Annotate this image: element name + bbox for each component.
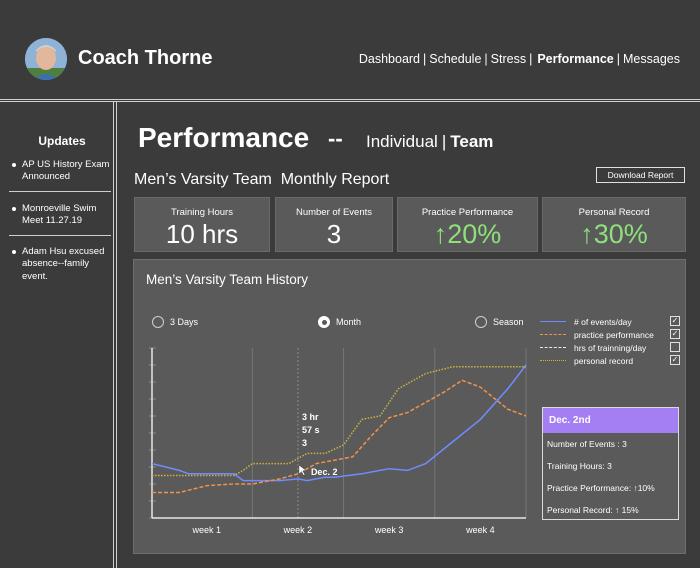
stat-card-events: Number of Events 3	[275, 197, 393, 252]
title-dash: --	[328, 126, 343, 151]
x-tick-label: week 4	[465, 525, 495, 535]
series-practice-line	[152, 379, 527, 494]
update-item[interactable]: Monroeville Swim Meet 11.27.19	[9, 203, 111, 228]
range-label: Month	[336, 317, 362, 327]
annotation-hours: 3 hr	[302, 412, 319, 422]
nav-separator: |	[529, 52, 533, 66]
main-nav: Dashboard | Schedule | Stress | Performa…	[359, 52, 680, 66]
page-title: Performance	[138, 122, 310, 153]
update-item[interactable]: Adam Hsu excused absence--family event.	[9, 246, 111, 283]
radio-selected-icon	[318, 316, 330, 328]
stat-card-personal-record: Personal Record ↑30%	[542, 197, 686, 252]
nav-separator: |	[616, 52, 621, 66]
nav-separator: |	[423, 52, 427, 66]
legend-item-personal-record[interactable]: personal record ✓	[540, 354, 680, 367]
stat-label: Personal Record	[578, 207, 650, 218]
legend-checkbox[interactable]	[670, 342, 680, 352]
tooltip-events: Number of Events : 3	[547, 439, 627, 449]
legend-swatch	[540, 321, 566, 322]
tab-team[interactable]: Team	[450, 132, 494, 151]
view-tabs: Individual | Team	[366, 132, 493, 152]
legend-swatch	[540, 347, 566, 348]
range-label: 3 Days	[170, 317, 199, 327]
tooltip-practice: Practice Performance: ↑10%	[547, 483, 655, 493]
annotation-seconds: 57 s	[302, 425, 320, 435]
radio-icon	[475, 316, 487, 328]
stat-value: ↑30%	[580, 219, 648, 249]
chart-tooltip: Dec. 2nd Number of Events : 3 Training H…	[542, 407, 679, 520]
tab-individual[interactable]: Individual	[366, 132, 438, 151]
legend-label: practice performance	[574, 329, 654, 340]
chart-legend: # of events/day ✓ practice performance ✓…	[540, 315, 680, 367]
update-item[interactable]: AP US History Exam Announced	[9, 159, 111, 184]
legend-label: # of events/day	[574, 316, 632, 327]
stat-label: Training Hours	[171, 207, 233, 218]
legend-swatch	[540, 360, 566, 361]
nav-stress[interactable]: Stress	[490, 52, 527, 66]
legend-item-training-hours[interactable]: hrs of trainning/day	[540, 341, 680, 354]
cursor-icon	[298, 464, 308, 476]
stat-value: 3	[326, 219, 342, 249]
bullet-icon	[12, 250, 16, 254]
updates-sidebar: Updates AP US History Exam Announced Mon…	[0, 102, 113, 568]
stat-value: ↑20%	[433, 219, 502, 249]
header-divider	[0, 101, 700, 102]
range-month[interactable]: Month	[318, 316, 361, 328]
nav-separator: |	[484, 52, 488, 66]
annotation-events: 3	[302, 438, 307, 448]
legend-checkbox[interactable]: ✓	[670, 329, 680, 339]
legend-label: personal record	[574, 355, 634, 366]
report-title: Men’s Varsity Team Monthly Report	[134, 171, 390, 188]
sidebar-divider	[116, 102, 117, 568]
update-text: Adam Hsu excused absence--family event.	[22, 246, 105, 282]
updates-title: Updates	[38, 134, 86, 148]
range-3-days[interactable]: 3 Days	[152, 316, 198, 328]
legend-item-practice[interactable]: practice performance ✓	[540, 328, 680, 341]
nav-dashboard[interactable]: Dashboard	[358, 52, 421, 66]
legend-checkbox[interactable]: ✓	[670, 316, 680, 326]
x-tick-label: week 2	[283, 525, 313, 535]
update-divider	[9, 235, 111, 236]
radio-icon	[152, 316, 164, 328]
update-divider	[9, 191, 111, 192]
tooltip-date: Dec. 2nd	[543, 408, 678, 433]
stat-label: Number of Events	[295, 207, 373, 218]
annotation-date: Dec. 2	[311, 467, 338, 477]
avatar[interactable]	[25, 38, 67, 80]
series-events-line	[151, 364, 527, 482]
history-panel: Men’s Varsity Team History 3 Days Month …	[133, 259, 686, 554]
history-title: Men’s Varsity Team History	[146, 272, 309, 287]
sidebar-divider	[113, 102, 114, 568]
tooltip-hours: Training Hours: 3	[547, 461, 612, 471]
update-text: AP US History Exam Announced	[22, 159, 110, 183]
nav-performance[interactable]: Performance	[537, 52, 614, 66]
stat-card-practice-performance: Practice Performance ↑20%	[397, 197, 538, 252]
bullet-icon	[12, 163, 16, 167]
download-report-button[interactable]: Download Report	[596, 167, 685, 183]
stat-card-training-hours: Training Hours 10 hrs	[134, 197, 270, 252]
nav-messages[interactable]: Messages	[623, 52, 680, 66]
update-text: Monroeville Swim Meet 11.27.19	[22, 203, 97, 227]
avatar-image	[25, 38, 67, 80]
history-chart: week 1 week 2 week 3 week 4 3 hr 57 s 3 Dec. 2	[149, 347, 527, 535]
tooltip-record: Personal Record: ↑ 15%	[547, 505, 639, 515]
range-label: Season	[493, 317, 524, 327]
legend-swatch	[540, 334, 566, 335]
stat-value: 10 hrs	[165, 219, 239, 249]
legend-checkbox[interactable]: ✓	[670, 355, 680, 365]
coach-name: Coach Thorne	[78, 47, 213, 69]
tab-separator: |	[441, 132, 447, 151]
nav-schedule[interactable]: Schedule	[429, 52, 482, 66]
legend-item-events[interactable]: # of events/day ✓	[540, 315, 680, 328]
series-record-line	[152, 365, 526, 477]
app-header: Coach Thorne Dashboard | Schedule | Stre…	[0, 0, 700, 102]
stat-label: Practice Performance	[421, 207, 514, 218]
x-tick-label: week 3	[374, 525, 404, 535]
legend-label: hrs of trainning/day	[574, 342, 647, 353]
header-divider	[0, 99, 700, 100]
range-season[interactable]: Season	[475, 316, 524, 328]
x-tick-label: week 1	[191, 525, 221, 535]
bullet-icon	[12, 207, 16, 211]
